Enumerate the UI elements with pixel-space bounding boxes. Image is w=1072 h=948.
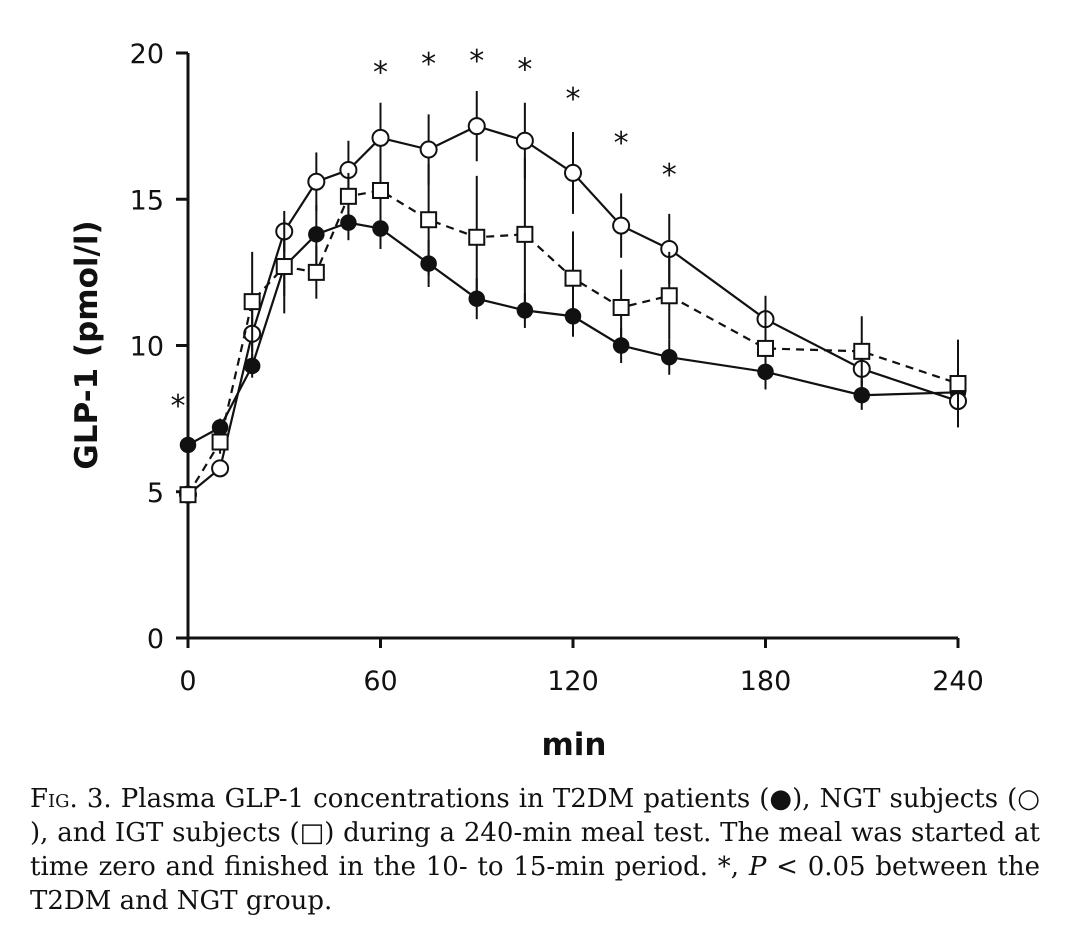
x-axis-title: min: [542, 727, 607, 763]
data-point: [564, 163, 582, 182]
x-tick-label: 180: [740, 666, 792, 697]
data-point: [564, 269, 582, 287]
data-point: [661, 348, 678, 366]
data-point: [211, 459, 230, 478]
significance-star: *: [171, 389, 186, 424]
x-tick-label: 0: [179, 666, 196, 697]
data-point: [612, 298, 630, 316]
significance-star: *: [614, 126, 629, 161]
caption-text-2: ), NGT subjects (: [792, 784, 1018, 814]
data-point: [371, 128, 390, 147]
x-tick-label: 120: [547, 666, 599, 697]
significance-star: *: [469, 44, 484, 79]
data-point: [179, 436, 197, 454]
open-circle-symbol: ○: [1017, 784, 1040, 814]
y-tick-label: 20: [130, 39, 164, 70]
data-point: [307, 172, 326, 191]
caption-text-5: < 0.05 between the T2DM and NGT group.: [30, 852, 1040, 916]
data-point: [949, 375, 967, 393]
data-point: [308, 226, 325, 243]
x-tick-label: 240: [932, 666, 984, 697]
data-point: [307, 263, 325, 281]
data-point: [243, 293, 261, 311]
data-point: [467, 117, 486, 136]
data-point: [468, 228, 486, 246]
series-line: [187, 189, 959, 496]
y-tick-label: 0: [147, 624, 164, 655]
y-tick-label: 15: [130, 185, 164, 216]
x-tick-label: 60: [363, 666, 397, 697]
significance-markers: * * * * * * * *: [171, 44, 677, 424]
significance-star: *: [662, 158, 677, 193]
figure-caption: Fig. 3. Plasma GLP-1 concentrations in T…: [30, 782, 1040, 918]
significance-star: *: [566, 82, 581, 117]
data-point: [660, 287, 678, 305]
caption-text-1: Plasma GLP-1 concentrations in T2DM pati…: [111, 784, 770, 814]
glp1-line-chart: 0 5 10 15 20 0 60 120 180 240 * * * * * * * * min GLP-1 …: [69, 39, 984, 763]
data-point: [853, 386, 870, 404]
data-point: [339, 187, 357, 205]
filled-circle-symbol: ●: [769, 784, 793, 814]
data-point: [179, 486, 197, 504]
caption-p-symbol: P: [748, 852, 767, 882]
significance-star: *: [421, 47, 436, 82]
data-point: [757, 339, 774, 357]
open-square-symbol: □: [299, 818, 325, 848]
axes: 0 5 10 15 20 0 60 120 180 240: [130, 39, 984, 697]
data-point: [612, 216, 631, 235]
data-point: [372, 181, 389, 199]
series-line: [187, 221, 959, 446]
y-axis-title: GLP-1 (pmol/l): [69, 220, 105, 469]
caption-text-3: ), and IGT subjects (: [30, 818, 300, 848]
significance-star: *: [517, 53, 532, 88]
data-point: [515, 131, 534, 150]
data-point: [853, 342, 871, 360]
y-tick-label: 10: [130, 332, 164, 363]
significance-star: *: [373, 56, 388, 91]
data-point: [516, 225, 534, 243]
y-tick-label: 5: [147, 478, 164, 509]
data-point: [275, 258, 293, 276]
series-open-square: [179, 152, 967, 504]
data-point: [420, 211, 438, 229]
caption-figure-label: Fig. 3.: [30, 784, 112, 814]
caption-text-4: ) during a 240-min meal test. The meal w…: [30, 818, 1040, 882]
data-point: [419, 140, 438, 159]
data-point: [243, 357, 261, 375]
series-layer: [179, 91, 967, 504]
data-point: [211, 433, 229, 451]
